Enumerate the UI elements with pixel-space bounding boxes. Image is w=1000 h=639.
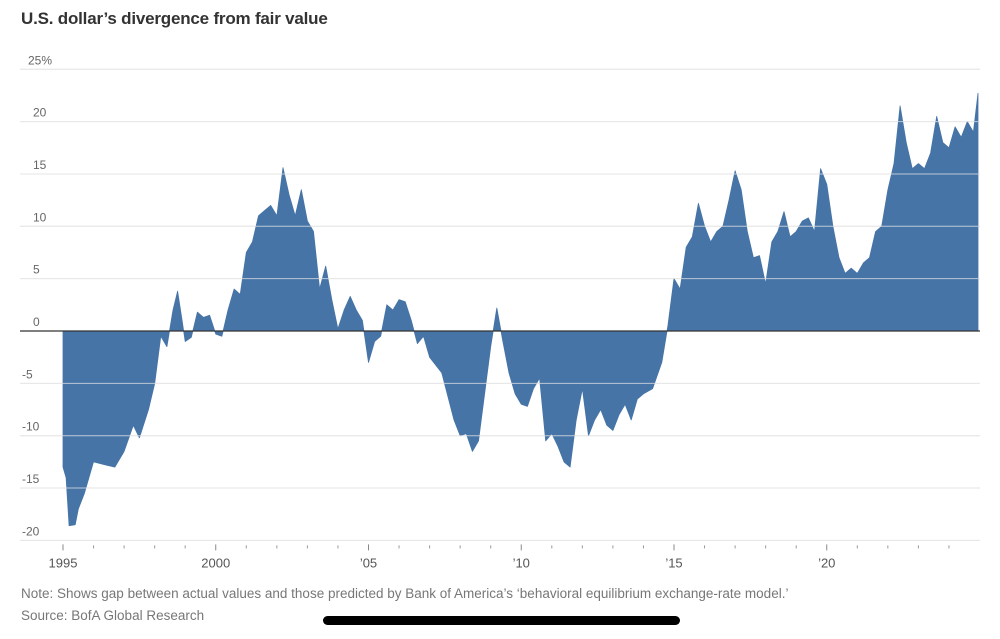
y-tick-label: 25% <box>28 53 52 67</box>
x-tick-label: ’10 <box>513 555 530 570</box>
x-tick-label: 2000 <box>201 555 230 570</box>
y-tick-label: 5 <box>33 263 40 277</box>
y-tick-label: -15 <box>22 472 40 486</box>
y-tick-label: 15 <box>33 158 47 172</box>
y-tick-label: 20 <box>33 106 47 120</box>
x-tick-label: ’15 <box>665 555 682 570</box>
y-axis-labels: 25% 20 15 10 5 0 -5 -10 -15 -20 <box>22 53 52 538</box>
x-tick-label: ’05 <box>360 555 377 570</box>
chart-plot: 25% 20 15 10 5 0 -5 -10 -15 -20 1995 2000 ’05 ’10 ’15… <box>20 53 980 570</box>
chart-title: U.S. dollar’s divergence from fair value <box>21 9 328 28</box>
x-axis: 1995 2000 ’05 ’10 ’15 ’20 <box>49 544 950 570</box>
y-tick-label: -20 <box>22 524 40 538</box>
y-tick-label: 0 <box>33 315 40 329</box>
chart-source: Source: BofA Global Research <box>21 608 205 623</box>
area-fill <box>62 92 979 527</box>
home-indicator[interactable] <box>323 616 680 625</box>
chart-note: Note: Shows gap between actual values an… <box>21 586 789 601</box>
y-tick-label: 10 <box>33 210 47 224</box>
x-tick-label: 1995 <box>49 555 78 570</box>
x-tick-label: ’20 <box>818 555 835 570</box>
y-tick-label: -10 <box>22 420 40 434</box>
area-series <box>20 68 980 541</box>
y-tick-label: -5 <box>22 367 33 381</box>
